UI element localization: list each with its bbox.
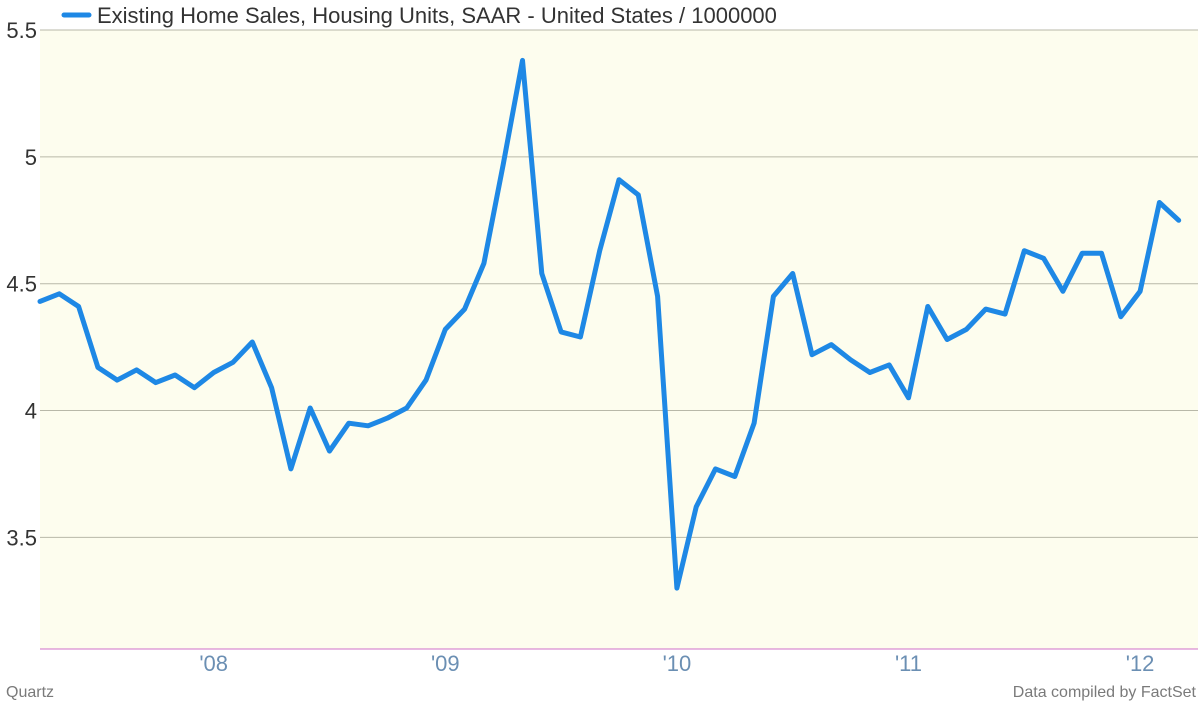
legend: Existing Home Sales, Housing Units, SAAR… [61, 3, 777, 28]
x-tick-label: '09 [431, 651, 460, 676]
y-tick-label: 4.5 [6, 272, 37, 297]
y-tick-label: 3.5 [6, 525, 37, 550]
source-left: Quartz [6, 684, 54, 701]
legend-label: Existing Home Sales, Housing Units, SAAR… [97, 3, 777, 28]
y-tick-label: 5.5 [6, 18, 37, 43]
x-tick-label: '08 [199, 651, 228, 676]
gridlines [40, 29, 1198, 538]
x-tick-label: '10 [663, 651, 692, 676]
source-right: Data compiled by FactSet [1013, 684, 1197, 701]
y-tick-label: 4 [25, 399, 37, 424]
y-axis-ticks: 3.5 4 4.5 5 5.5 [6, 18, 37, 550]
y-tick-label: 5 [25, 145, 37, 170]
series-group [37, 57, 1182, 591]
x-axis-ticks: '08 '09 '10 '11 '12 [199, 651, 1154, 676]
x-tick-label: '11 [895, 651, 922, 676]
x-tick-label: '12 [1126, 651, 1155, 676]
plot-background [40, 30, 1198, 649]
series-line [37, 57, 1182, 591]
